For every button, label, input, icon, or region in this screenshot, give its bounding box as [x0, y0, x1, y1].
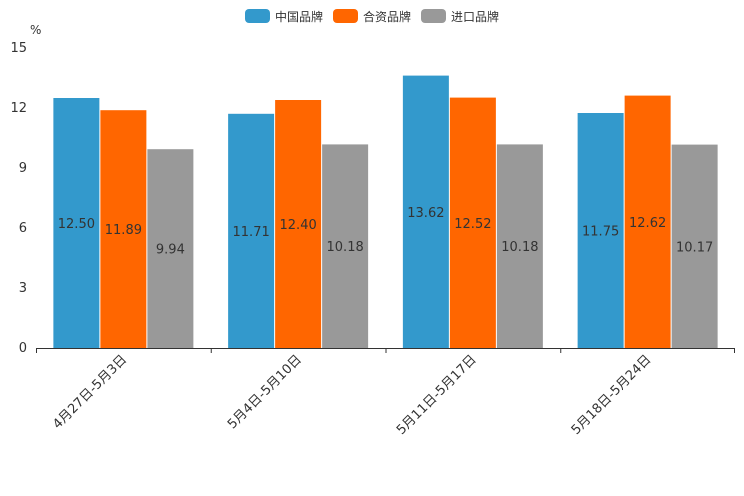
- bar-value-label: 11.71: [233, 225, 270, 240]
- y-tick-label: 12: [10, 101, 27, 116]
- legend-label-joint-venture-brand: 合资品牌: [362, 9, 411, 24]
- x-category-label: 4月27日-5月3日: [50, 352, 130, 432]
- y-axis-unit-label: %: [30, 23, 41, 37]
- legend-swatch-import-brand: [421, 9, 446, 23]
- bar[interactable]: [53, 98, 100, 348]
- legend-swatch-joint-venture-brand: [332, 9, 358, 23]
- data-labels: 12.50 11.89 9.94 11.71 12.40 10.18 13.62 12.52 1…: [58, 206, 713, 258]
- bar-value-label: 13.62: [407, 206, 444, 221]
- bar-value-label: 9.94: [156, 243, 185, 258]
- bars: [53, 75, 718, 348]
- x-category-label: 5月4日-5月10日: [225, 352, 305, 432]
- bar[interactable]: [671, 144, 718, 348]
- bar[interactable]: [624, 95, 671, 348]
- bar-value-label: 12.40: [280, 218, 317, 233]
- bar[interactable]: [496, 144, 543, 348]
- legend-item-import-brand[interactable]: 进口品牌: [421, 8, 499, 25]
- y-tick-label: 0: [19, 341, 27, 356]
- y-tick-label: 9: [19, 161, 27, 176]
- bar-value-label: 10.18: [501, 240, 538, 255]
- bar[interactable]: [100, 110, 147, 348]
- y-tick-label: 15: [10, 41, 27, 56]
- y-tick-label: 3: [19, 281, 27, 296]
- legend-label-china-brand: 中国品牌: [274, 9, 323, 24]
- bar-value-label: 10.18: [327, 240, 364, 255]
- chart-legend: 中国品牌 合资品牌 进口品牌: [0, 6, 744, 26]
- bar[interactable]: [322, 144, 369, 348]
- y-axis: 0 3 6 9 12 15: [10, 41, 27, 356]
- x-axis: 4月27日-5月3日 5月4日-5月10日 5月11日-5月17日 5月18日-5月2…: [36, 348, 735, 438]
- legend-label-import-brand: 进口品牌: [451, 9, 500, 24]
- bar[interactable]: [228, 113, 275, 348]
- legend-item-china-brand[interactable]: 中国品牌: [244, 8, 323, 25]
- bar[interactable]: [402, 75, 449, 348]
- bar[interactable]: [577, 113, 624, 348]
- bar-value-label: 11.89: [105, 223, 142, 238]
- bar-value-label: 10.17: [676, 240, 713, 255]
- y-tick-label: 6: [19, 221, 27, 236]
- bar-value-label: 12.50: [58, 217, 95, 232]
- x-category-label: 5月18日-5月24日: [569, 352, 655, 438]
- bar-value-label: 12.52: [454, 217, 491, 232]
- legend-item-joint-venture-brand[interactable]: 合资品牌: [332, 8, 411, 25]
- bar[interactable]: [275, 100, 322, 348]
- bar[interactable]: [449, 97, 496, 348]
- legend-swatch-china-brand: [244, 9, 270, 23]
- bar[interactable]: [147, 149, 194, 348]
- bar-value-label: 11.75: [582, 225, 619, 240]
- bar-value-label: 12.62: [629, 216, 666, 231]
- x-category-label: 5月11日-5月17日: [394, 352, 480, 438]
